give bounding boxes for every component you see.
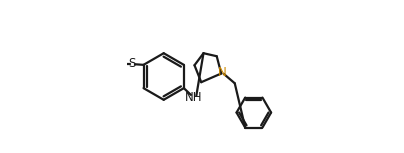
Text: N: N [218,66,227,79]
Text: NH: NH [185,91,202,104]
Text: S: S [128,57,136,70]
